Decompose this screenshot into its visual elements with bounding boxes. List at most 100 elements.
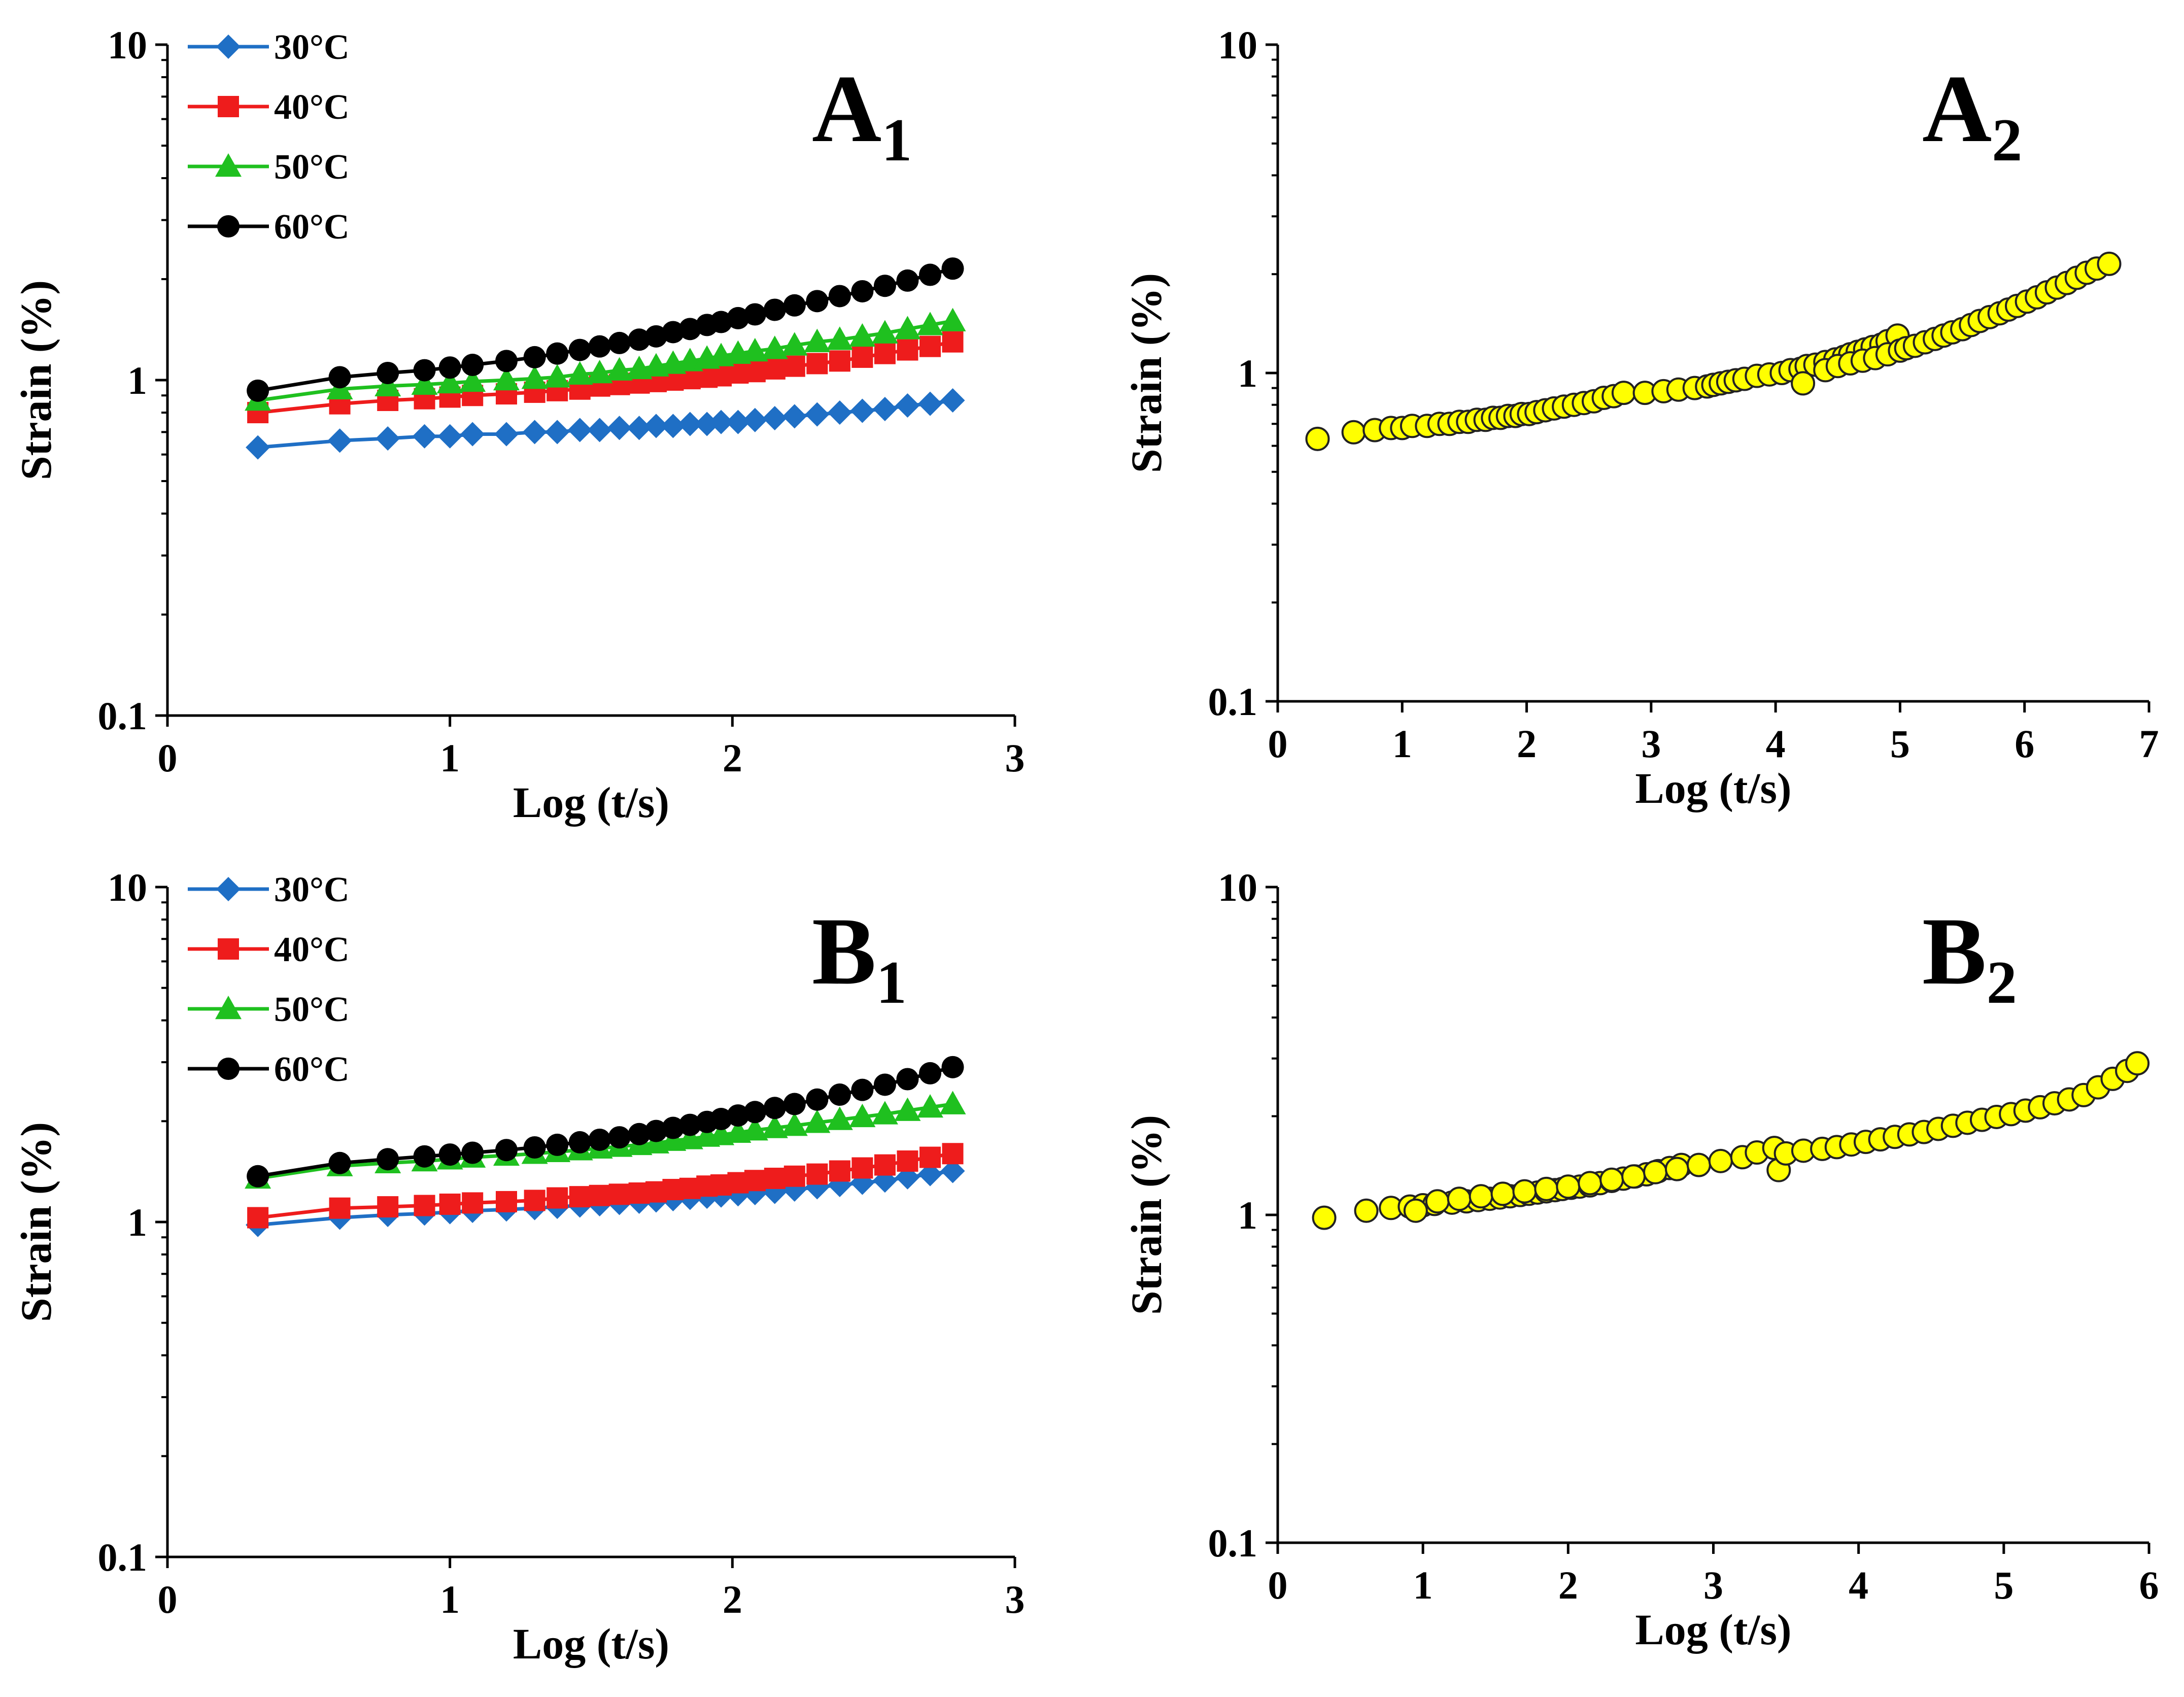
data-point <box>804 1109 831 1133</box>
data-point <box>2125 1051 2150 1076</box>
data-point <box>662 321 685 344</box>
data-point <box>495 1139 518 1162</box>
legend-item: 50°C <box>188 148 350 187</box>
data-point <box>1578 1171 1602 1196</box>
data-point <box>1312 1205 1337 1230</box>
data-point <box>439 1193 461 1215</box>
scatter-points <box>1312 1051 2150 1230</box>
data-point <box>895 393 920 418</box>
data-point <box>377 1196 399 1218</box>
data-point <box>1664 1157 1689 1181</box>
data-point <box>941 1056 964 1078</box>
data-point <box>377 1148 399 1171</box>
data-point <box>461 354 484 377</box>
data-point <box>826 326 853 350</box>
data-point <box>1341 420 1366 445</box>
legend-label: 30°C <box>274 28 350 67</box>
panel-label-subscript: 1 <box>881 106 912 174</box>
data-point <box>524 1190 545 1211</box>
data-point <box>918 391 942 416</box>
data-point <box>761 1114 788 1138</box>
data-point <box>783 294 806 317</box>
x-tick-label: 0 <box>1268 722 1288 766</box>
panel-label-subscript: 1 <box>876 948 907 1016</box>
data-point <box>438 356 461 379</box>
data-point <box>1599 1167 1624 1192</box>
data-point <box>588 335 611 358</box>
data-point <box>608 1183 630 1205</box>
data-point <box>546 1133 569 1156</box>
data-point <box>782 404 807 429</box>
legend-item: 30°C <box>188 28 350 67</box>
data-point <box>329 1197 351 1219</box>
data-point <box>567 418 592 443</box>
x-tick-label: 6 <box>2139 1563 2159 1607</box>
data-point <box>460 422 485 447</box>
data-point <box>871 1101 898 1125</box>
data-point <box>1643 1160 1668 1184</box>
y-tick-label: 1 <box>127 1200 147 1244</box>
data-point <box>919 263 941 286</box>
data-point <box>493 367 520 391</box>
legend-marker <box>216 35 241 59</box>
data-point <box>2097 251 2122 276</box>
data-point <box>461 1141 484 1164</box>
x-tick-label: 5 <box>1994 1563 2014 1607</box>
x-tick-label: 1 <box>1392 722 1412 766</box>
data-point <box>645 325 668 348</box>
x-tick-label: 3 <box>1641 722 1661 766</box>
legend-item: 40°C <box>188 88 350 127</box>
data-point <box>873 1073 896 1096</box>
data-point <box>437 424 462 449</box>
legend-item: 30°C <box>188 870 350 909</box>
x-tick-label: 2 <box>1517 722 1537 766</box>
legend-marker <box>217 1058 240 1080</box>
data-point <box>328 1151 351 1174</box>
data-point <box>940 1159 965 1183</box>
data-point <box>1447 1186 1472 1211</box>
panel-label-subscript: 2 <box>1992 106 2022 174</box>
data-point <box>727 307 749 329</box>
data-point <box>1403 1198 1428 1223</box>
data-point <box>496 1191 517 1212</box>
x-tick-label: 2 <box>723 1577 742 1621</box>
data-point <box>247 379 269 402</box>
data-point <box>764 1167 786 1189</box>
data-point <box>1708 1148 1733 1173</box>
y-axis-title: Strain (%) <box>1122 1115 1171 1315</box>
data-point <box>727 1104 749 1127</box>
data-point <box>805 402 830 427</box>
data-point <box>806 1088 829 1111</box>
data-point <box>743 1101 766 1124</box>
legend: 30°C 40°C 50°C 60°C <box>188 28 350 247</box>
data-point <box>246 435 270 460</box>
data-point <box>588 1128 611 1151</box>
data-point <box>247 1207 269 1229</box>
data-point <box>587 418 612 443</box>
data-point <box>376 426 400 451</box>
panel-label-letter: B <box>812 898 876 1005</box>
data-point <box>1686 1152 1711 1177</box>
data-point <box>710 311 733 333</box>
data-point <box>744 361 766 383</box>
data-point <box>606 357 633 381</box>
data-point <box>849 1103 876 1128</box>
series-50c <box>245 308 966 411</box>
data-point <box>871 320 898 344</box>
data-point <box>894 316 921 340</box>
data-point <box>763 1097 786 1119</box>
legend-item: 50°C <box>188 990 350 1029</box>
data-point <box>1469 1184 1493 1209</box>
data-point <box>851 1157 873 1179</box>
legend-marker <box>216 877 241 901</box>
data-point <box>1534 1176 1559 1201</box>
legend-label: 50°C <box>274 148 350 187</box>
x-tick-label: 1 <box>440 1577 460 1621</box>
data-point <box>1611 381 1636 405</box>
x-tick-label: 2 <box>1558 1563 1578 1607</box>
